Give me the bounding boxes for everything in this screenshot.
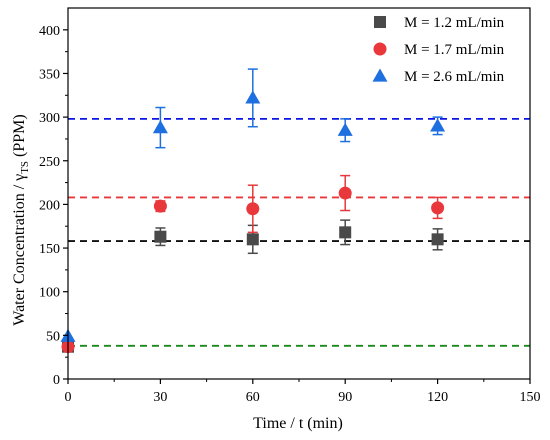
data-point-series-2 — [431, 201, 445, 215]
legend-marker — [373, 42, 387, 56]
x-tick-label: 150 — [520, 390, 541, 405]
x-axis: 0 30 60 90 120 150 — [65, 379, 541, 405]
data-point-series-1 — [154, 230, 167, 243]
y-axis-label: Water Concentration / γTS (PPM) — [11, 114, 31, 325]
x-tick-label: 90 — [338, 390, 352, 405]
data-point-series-1 — [246, 233, 259, 246]
data-point-series-3 — [245, 90, 261, 104]
y-axis-label-main: Water Concentration / γ — [11, 174, 28, 326]
x-tick-label: 30 — [153, 390, 167, 405]
legend-marker — [374, 16, 386, 28]
y-tick-label: 400 — [39, 24, 60, 39]
legend: M = 1.2 mL/min M = 1.7 mL/min M = 2.6 mL/m… — [372, 15, 505, 85]
y-tick-label: 250 — [39, 155, 60, 170]
x-tick-label: 0 — [65, 390, 72, 405]
data-point-series-2 — [153, 199, 167, 213]
y-tick-label: 300 — [39, 111, 60, 126]
legend-label: M = 2.6 mL/min — [404, 69, 505, 85]
data-points — [60, 90, 446, 354]
y-tick-label: 150 — [39, 242, 60, 257]
x-tick-label: 60 — [246, 390, 260, 405]
y-tick-label: 200 — [39, 198, 60, 213]
data-point-series-3 — [430, 118, 446, 132]
error-bars — [155, 68, 443, 255]
data-point-series-2 — [246, 202, 260, 216]
x-axis-label: Time / t (min) — [253, 415, 343, 432]
legend-marker — [372, 68, 388, 82]
data-point-series-3 — [337, 122, 353, 136]
y-tick-label: 100 — [39, 286, 60, 301]
y-axis-label-sub: TS — [19, 161, 31, 174]
y-tick-label: 50 — [46, 329, 60, 344]
y-axis: 0 50 100 150 200 250 300 350 400 — [39, 24, 68, 388]
data-point-series-3 — [152, 120, 168, 134]
y-tick-label: 350 — [39, 67, 60, 82]
plot-frame — [67, 7, 531, 380]
legend-label: M = 1.2 mL/min — [404, 15, 505, 31]
y-axis-label-unit: (PPM) — [11, 114, 28, 161]
legend-label: M = 1.7 mL/min — [404, 42, 505, 58]
x-tick-label: 120 — [427, 390, 448, 405]
data-point-series-2 — [338, 186, 352, 200]
reference-lines — [68, 117, 530, 347]
y-tick-label: 0 — [53, 373, 60, 388]
data-point-series-1 — [339, 226, 352, 239]
data-point-series-1 — [431, 233, 444, 246]
